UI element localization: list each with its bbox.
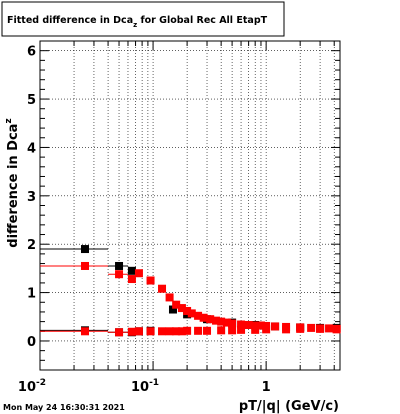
data-point-s1-2 (127, 275, 136, 284)
data-point-s1-50 (332, 325, 341, 334)
markers (80, 245, 341, 337)
data-point-s1-44 (237, 325, 246, 334)
data-point-s1-14 (211, 316, 220, 325)
data-point-s1-8 (177, 304, 186, 313)
data-point-s1-20 (251, 321, 260, 330)
y-tick-label: 4 (27, 141, 36, 156)
data-point-s1-45 (251, 325, 260, 334)
x-tick-label: 1 (262, 380, 271, 395)
y-tick-label: 2 (27, 238, 36, 253)
chart-title: Fitted difference in Dcaz for Global Rec… (7, 15, 268, 29)
x-tick-label-base: 10 (18, 380, 36, 395)
title-box (1, 1, 285, 37)
y-axis-title-sub: z (4, 118, 14, 123)
data-point-s1-35 (158, 327, 167, 336)
x-tick-label-exp: -2 (36, 378, 46, 388)
y-axis-title-main: difference in Dca (6, 124, 21, 248)
data-point-s1-1 (115, 270, 124, 279)
grid (40, 41, 340, 370)
data-point-s1-7 (172, 300, 181, 309)
data-point-s1-28 (325, 324, 334, 333)
data-point-s1-6 (165, 293, 174, 302)
data-point-s1-37 (172, 327, 181, 336)
data-point-s1-32 (127, 327, 136, 336)
y-tick-label: 6 (27, 45, 36, 60)
x-tick-label: 10-1 (131, 378, 159, 395)
y-tick-label: 3 (27, 190, 36, 205)
data-point-s1-19 (244, 321, 253, 330)
axis-ticks (39, 40, 340, 370)
timestamp: Mon May 24 16:30:31 2021 (3, 403, 125, 412)
data-point-s1-3 (134, 269, 143, 278)
data-point-s1-48 (296, 324, 305, 333)
title-sub: z (133, 21, 137, 29)
data-point-s1-42 (217, 326, 226, 335)
plot-area (39, 40, 341, 371)
y-tick-label: 0 (27, 335, 36, 350)
data-point-s1-12 (199, 313, 208, 322)
data-point-s1-33 (134, 327, 143, 336)
data-point-s1-16 (222, 318, 231, 327)
data-point-s1-26 (307, 323, 316, 332)
data-point-s1-39 (183, 326, 192, 335)
data-point-s1-15 (217, 317, 226, 326)
y-tick-label: 5 (27, 93, 36, 108)
data-point-s1-49 (316, 324, 325, 333)
data-point-s0-1 (115, 261, 124, 270)
data-point-s1-46 (262, 325, 271, 334)
data-point-s1-23 (271, 322, 280, 331)
data-point-s1-11 (194, 311, 203, 320)
y-axis-title: difference in Dcaz (4, 118, 21, 247)
data-point-s1-17 (228, 319, 237, 328)
data-point-s1-40 (194, 326, 203, 335)
data-point-s1-10 (187, 309, 196, 318)
data-point-s1-13 (206, 315, 215, 324)
data-point-s0-8 (168, 305, 177, 314)
x-tick-label: 10-2 (18, 378, 46, 395)
data-point-s0-2 (127, 266, 136, 275)
data-point-s1-4 (146, 276, 155, 285)
data-point-s1-5 (158, 284, 167, 293)
y-tick-label: 1 (27, 287, 36, 302)
title-main: Fitted difference in Dca (7, 15, 133, 26)
x-tick-label-base: 10 (131, 380, 149, 395)
x-tick-label-base: 1 (262, 380, 271, 395)
data-point-s1-30 (80, 327, 89, 336)
data-point-s1-41 (203, 326, 212, 335)
data-point-s1-36 (165, 327, 174, 336)
title-suffix: for Global Rec All EtapT (137, 15, 267, 26)
data-point-s1-47 (282, 325, 291, 334)
data-point-s1-43 (228, 326, 237, 335)
x-axis-title: pT/|q| (GeV/c) (239, 399, 339, 414)
data-point-s1-21 (256, 321, 265, 330)
data-point-s0-0 (80, 245, 89, 254)
data-point-s1-0 (80, 261, 89, 270)
data-point-s1-34 (146, 327, 155, 336)
data-point-s1-18 (237, 320, 246, 329)
data-point-s1-31 (115, 328, 124, 337)
data-point-s1-38 (177, 327, 186, 336)
x-tick-label-exp: -1 (149, 378, 159, 388)
data-point-s1-9 (183, 306, 192, 315)
